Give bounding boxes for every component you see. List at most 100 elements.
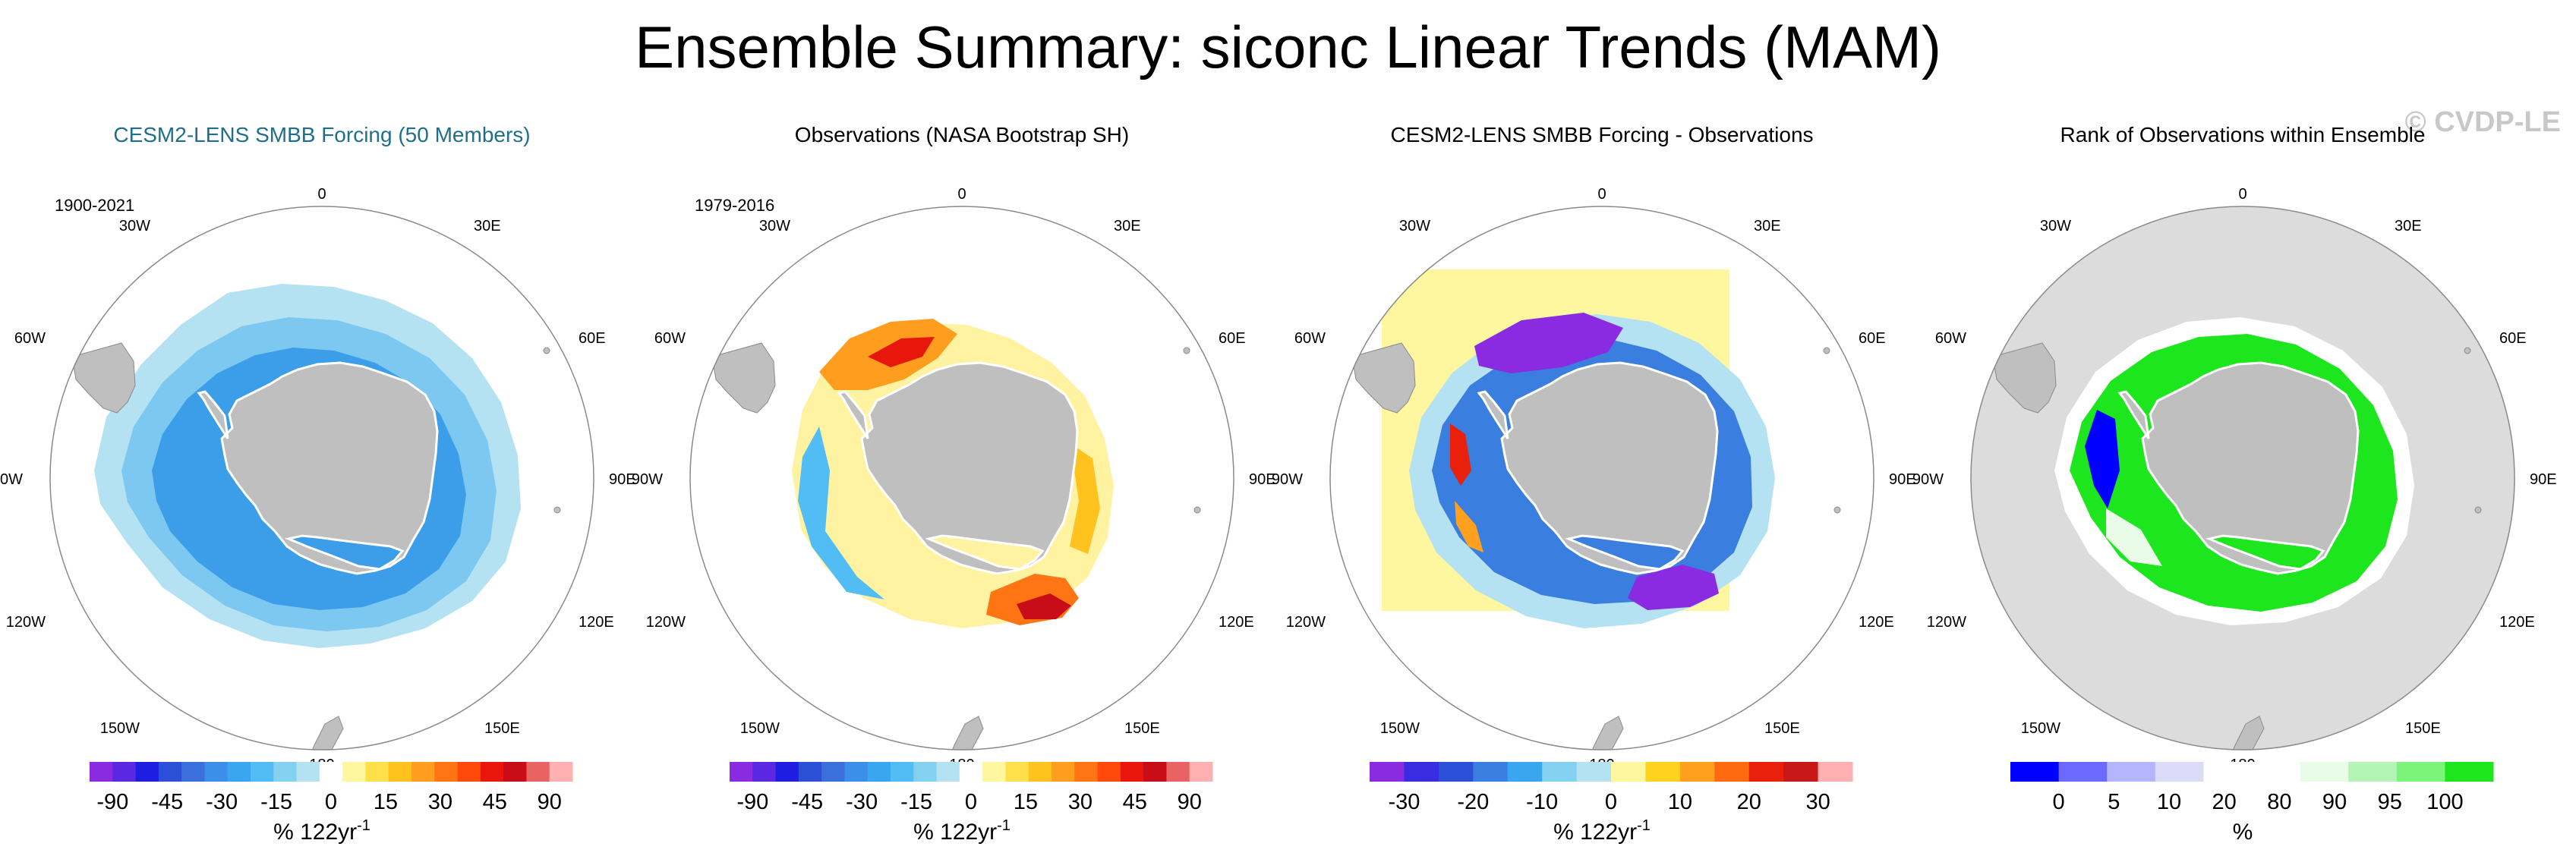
- longitude-label-r60e: 60E: [1859, 330, 1886, 347]
- panel-title: Observations (NASA Bootstrap SH): [794, 123, 1130, 146]
- colorbar-swatch: [1645, 762, 1681, 782]
- colorbar-swatch: [775, 762, 799, 782]
- period-label: 1900-2021: [55, 196, 135, 215]
- antarctica-land: [837, 361, 1079, 575]
- colorbar-swatch: [273, 762, 298, 782]
- longitude-label-l30w: 30W: [119, 218, 150, 234]
- colorbar: -90 -45 -30 -15 0 15 30 45 90 % 122yr-1: [90, 762, 573, 845]
- colorbar-swatch: [2107, 762, 2156, 782]
- colorbar-swatch: [959, 762, 983, 782]
- colorbar-swatch: [457, 762, 481, 782]
- colorbar-swatch: [1611, 762, 1646, 782]
- colorbar-swatch: [1576, 762, 1612, 782]
- colorbar-tick-label: 0: [2053, 790, 2065, 814]
- longitude-label-l60w: 60W: [1935, 330, 1966, 347]
- colorbar-swatch: [342, 762, 366, 782]
- colorbar-swatch: [296, 762, 320, 782]
- colorbar-tick-label: -45: [791, 790, 823, 814]
- colorbar-tick-label: 5: [2108, 790, 2120, 814]
- colorbar-swatch: [90, 762, 113, 782]
- colorbar-swatch: [1783, 762, 1819, 782]
- longitude-label-r90e: 90E: [2530, 471, 2557, 488]
- figure-title: Ensemble Summary: siconc Linear Trends (…: [635, 14, 1941, 80]
- colorbar-swatch: [1166, 762, 1190, 782]
- longitude-label-l60w: 60W: [14, 330, 46, 347]
- map-panel-3: CESM2-LENS SMBB Forcing - Observations 0 1…: [1272, 114, 1924, 856]
- colorbar-tick-label: 90: [2322, 790, 2347, 814]
- colorbar-swatch: [2155, 762, 2204, 782]
- longitude-label-l90w: 90W: [632, 471, 663, 488]
- colorbar-swatch: [867, 762, 891, 782]
- south-america-land: [1992, 342, 2057, 414]
- colorbar-swatch: [2058, 762, 2108, 782]
- colorbar-tick-label: -90: [96, 790, 128, 814]
- colorbar-tick-label: 10: [1668, 790, 1692, 814]
- longitude-label-l90w: 90W: [0, 471, 23, 488]
- colorbar-tick-label: 30: [428, 790, 452, 814]
- longitude-label-r120e: 120E: [1219, 614, 1254, 631]
- colorbar-swatch: [1714, 762, 1750, 782]
- longitude-label-top: 0: [317, 186, 326, 203]
- longitude-label-l120w: 120W: [6, 614, 46, 631]
- longitude-label-l150w: 150W: [740, 720, 780, 737]
- longitude-label-r120e: 120E: [1859, 614, 1894, 631]
- colorbar-swatch: [1028, 762, 1052, 782]
- colorbar-swatch: [936, 762, 960, 782]
- colorbar-tick-label: -90: [736, 790, 768, 814]
- panel-title: Rank of Observations within Ensemble: [2060, 123, 2426, 146]
- colorbar-swatch: [319, 762, 343, 782]
- map-field: [690, 206, 1234, 750]
- longitude-label-l30w: 30W: [2040, 218, 2071, 234]
- colorbar-tick-label: 20: [1737, 790, 1761, 814]
- colorbar-swatch: [752, 762, 777, 782]
- longitude-label-r60e: 60E: [2499, 330, 2527, 347]
- map-boundary: [1329, 206, 1874, 751]
- polar-map: 018030E60E90E120E150E30W60W90W120W150W: [632, 186, 1276, 773]
- colorbar-swatch: [135, 762, 159, 782]
- colorbar-tick-label: 15: [374, 790, 398, 814]
- colorbar-swatch: [2396, 762, 2445, 782]
- map-field: [1330, 206, 1874, 750]
- longitude-label-r150e: 150E: [1124, 720, 1160, 737]
- colorbar-tick-label: 90: [1178, 790, 1202, 814]
- longitude-label-r90e: 90E: [609, 471, 636, 488]
- colorbar-swatch: [2010, 762, 2060, 782]
- colorbar-swatch: [798, 762, 822, 782]
- longitude-label-r30e: 30E: [1754, 218, 1781, 234]
- map-boundary: [1970, 206, 2515, 751]
- longitude-label-l90w: 90W: [1912, 471, 1944, 488]
- colorbar-swatch: [411, 762, 435, 782]
- colorbar-tick-label: 30: [1068, 790, 1093, 814]
- antarctica-land: [2117, 361, 2360, 575]
- colorbar-swatch: [1507, 762, 1543, 782]
- colorbar-swatch: [1438, 762, 1474, 782]
- longitude-label-r30e: 30E: [474, 218, 501, 234]
- colorbar-units-label: % 122yr-1: [1553, 817, 1651, 845]
- colorbar-swatch: [365, 762, 389, 782]
- colorbar-tick-label: -10: [1526, 790, 1558, 814]
- longitude-label-l150w: 150W: [2021, 720, 2060, 737]
- map-field: [50, 206, 594, 750]
- colorbar-tick-label: 45: [1123, 790, 1147, 814]
- colorbar-swatch: [1679, 762, 1715, 782]
- panel-title: CESM2-LENS SMBB Forcing - Observations: [1390, 123, 1814, 146]
- longitude-label-r90e: 90E: [1249, 471, 1276, 488]
- colorbar-tick-label: 80: [2267, 790, 2291, 814]
- colorbar-swatch: [2445, 762, 2494, 782]
- colorbar-swatch: [982, 762, 1006, 782]
- south-america-land: [1351, 342, 1416, 414]
- colorbar-swatch: [2348, 762, 2398, 782]
- colorbar-swatch: [549, 762, 573, 782]
- period-label: 1979-2016: [695, 196, 775, 215]
- colorbar-tick-label: 95: [2378, 790, 2402, 814]
- colorbar-swatch: [1120, 762, 1144, 782]
- longitude-label-r150e: 150E: [1764, 720, 1800, 737]
- colorbar-tick-label: 90: [538, 790, 562, 814]
- longitude-label-r120e: 120E: [2499, 614, 2535, 631]
- map-panel-1: CESM2-LENS SMBB Forcing (50 Members) 1900…: [0, 114, 644, 856]
- colorbar-swatch: [1143, 762, 1167, 782]
- new-zealand-land: [2227, 716, 2265, 750]
- polar-map: 018030E60E90E120E150E30W60W90W120W150W: [0, 186, 636, 773]
- longitude-label-l30w: 30W: [759, 218, 790, 234]
- colorbar-swatch: [1748, 762, 1784, 782]
